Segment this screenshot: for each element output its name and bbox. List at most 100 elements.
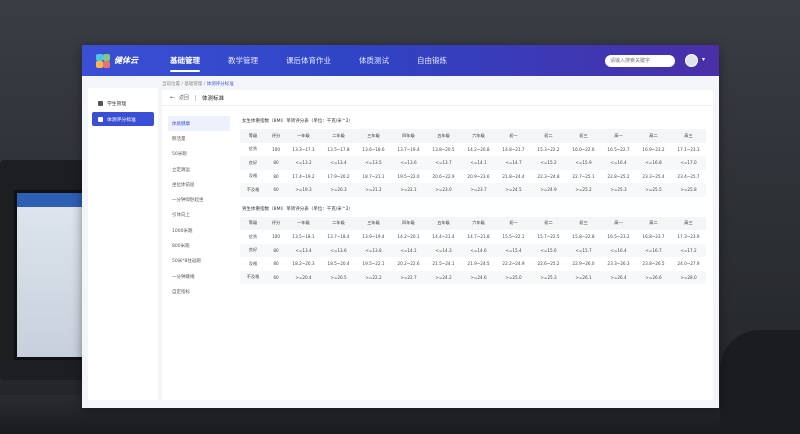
back-button[interactable]: 返回	[179, 95, 190, 101]
test-item-shuttle-run[interactable]: 50米*8往返跑	[172, 259, 201, 265]
table-cell: 19.5~22.0	[397, 173, 420, 179]
test-item-1000m-run[interactable]: 1000米跑	[172, 228, 193, 234]
table-header-cell: 一年级	[286, 129, 321, 143]
table-cell: >=25.5	[636, 183, 671, 197]
table-cell: <=13.8	[356, 243, 391, 257]
test-item-custom[interactable]: 自定指标	[172, 289, 190, 295]
page-title: 体测标准	[202, 95, 225, 102]
score-tables: 女生体重指数（BMI）单项评分表（单位：千克/米^2） 等级 评分 一年级 二年级 三年…	[240, 118, 706, 293]
table-cell: 100	[272, 146, 280, 152]
table-cell: <=15.6	[531, 243, 566, 257]
test-item-pull-ups[interactable]: 引体向上	[172, 213, 190, 219]
table-cell: <=13.6	[321, 243, 356, 257]
search-input[interactable]	[605, 55, 675, 67]
test-item-800m-run[interactable]: 800米跑	[172, 244, 190, 250]
table-cell: 23.8~26.5	[642, 261, 665, 267]
nav-basic-management[interactable]: 基础管理	[156, 45, 214, 76]
table-cell: >=26.1	[566, 270, 601, 284]
nav-fitness-test[interactable]: 体质测试	[359, 56, 389, 65]
sidebar-item-label: 学生管理	[107, 101, 127, 107]
test-item-sit-and-reach[interactable]: 坐位体前屈	[172, 182, 195, 188]
table-cell: 16.8~23.7	[642, 234, 665, 240]
table-cell: >=22.1	[391, 183, 426, 197]
table-header-cell: 高一	[601, 129, 636, 143]
table-header-cell: 初二	[531, 129, 566, 143]
table-header-cell: 初三	[566, 216, 601, 230]
table-header-cell: 初一	[496, 216, 531, 230]
table-header-cell: 五年级	[426, 129, 461, 143]
table-cell: 22.8~25.2	[607, 173, 630, 179]
nav-teaching-management[interactable]: 教学管理	[228, 56, 258, 65]
table-cell: 15.3~22.2	[537, 146, 560, 152]
male-bmi-table: 等级 评分 一年级 二年级 三年级 四年级 五年级 六年级 初一 初二 初三 高一 高二 高三 优秀 100…	[240, 216, 706, 284]
table-cell: <=14.3	[426, 243, 461, 257]
table-cell: 良好	[240, 156, 266, 170]
nav-free-exercise[interactable]: 自由锻炼	[417, 56, 447, 65]
table-header-cell: 三年级	[356, 216, 391, 230]
breadcrumb-level1[interactable]: 基础管理	[184, 82, 203, 87]
table-cell: 22.6~25.2	[537, 261, 560, 267]
main-panel: ← 返回 体测标准 体质健康 肺活量 50米跑 立定跳远 坐位体前屈 一分钟仰卧…	[162, 90, 713, 400]
table-cell: 优秀	[248, 233, 258, 239]
table-header-cell: 初三	[566, 129, 601, 143]
table-cell: >=26.6	[636, 270, 671, 284]
table-cell: 16.0~22.6	[572, 146, 595, 152]
table-cell: <=15.4	[496, 243, 531, 257]
test-item-bmi[interactable]: 体质健康	[168, 116, 230, 132]
table-cell: >=25.3	[531, 270, 566, 284]
table-cell: <=13.4	[321, 156, 356, 170]
table-cell: >=28.0	[671, 270, 706, 284]
test-item-vital-capacity[interactable]: 肺活量	[172, 136, 186, 142]
female-table-title: 女生体重指数（BMI）单项评分表（单位：千克/米^2）	[242, 119, 353, 124]
table-header-cell: 三年级	[356, 129, 391, 143]
male-table-title: 男生体重指数（BMI）单项评分表（单位：千克/米^2）	[242, 206, 353, 212]
table-header-cell: 评分	[266, 216, 286, 230]
table-cell: 19.5~22.1	[362, 261, 385, 267]
table-cell: 13.7~18.4	[327, 234, 350, 240]
table-header-cell: 高三	[671, 129, 706, 143]
table-cell: <=16.8	[636, 156, 671, 170]
table-row: 良好 80 <=13.2 <=13.4 <=13.5 <=13.6 <=13.7 <=14.1…	[240, 156, 706, 170]
test-item-rope-skipping[interactable]: 一分钟跳绳	[172, 274, 195, 280]
avatar[interactable]	[685, 54, 698, 67]
table-row: 不及格 60 >=19.3 >=20.3 >=21.2 >=22.1 >=23.0 >=23.…	[240, 183, 706, 197]
logo[interactable]: 健体云	[96, 53, 156, 68]
sidebar-item-test-standard[interactable]: 体测评分标准	[92, 112, 154, 126]
table-cell: <=13.6	[391, 156, 426, 170]
table-cell: <=15.9	[566, 156, 601, 170]
table-cell: >=23.0	[426, 183, 461, 197]
divider	[195, 94, 197, 101]
logo-text: 健体云	[114, 56, 138, 65]
table-cell: 15.7~22.5	[537, 234, 560, 240]
breadcrumb-current: 体测评分标准	[206, 82, 234, 87]
chevron-down-icon[interactable]: ▾	[702, 56, 706, 63]
test-item-standing-long-jump[interactable]: 立定跳远	[172, 167, 190, 173]
table-cell: >=20.4	[286, 270, 321, 284]
table-cell: >=20.5	[321, 270, 356, 284]
table-cell: 良好	[240, 243, 266, 257]
table-header-cell: 高二	[636, 129, 671, 143]
test-item-sit-ups[interactable]: 一分钟仰卧起坐	[172, 198, 204, 204]
table-cell: 14.4~21.4	[432, 234, 455, 240]
sidebar-item-student-management[interactable]: 学生管理	[92, 96, 154, 110]
table-cell: 20.6~22.9	[432, 173, 455, 179]
standard-icon	[98, 116, 103, 122]
table-cell: 100	[272, 234, 280, 240]
table-cell: 18.7~21.1	[362, 173, 385, 179]
table-cell: 13.6~18.6	[362, 146, 385, 152]
back-arrow-icon[interactable]: ←	[170, 94, 176, 101]
table-cell: 及格	[248, 260, 258, 266]
test-item-50m-run[interactable]: 50米跑	[172, 152, 187, 158]
table-cell: <=13.7	[426, 156, 461, 170]
table-cell: 16.5~22.7	[607, 146, 630, 152]
table-cell: 15.5~22.1	[502, 234, 525, 240]
nav-after-class-homework[interactable]: 课后体育作业	[286, 56, 331, 65]
table-cell: 18.5~20.4	[327, 261, 350, 267]
table-header-cell: 六年级	[461, 216, 496, 230]
table-cell: 80	[266, 243, 286, 257]
table-row: 及格 80 17.4~19.2 17.9~20.2 18.7~21.1 19.5~22.0…	[240, 170, 706, 184]
table-cell: 14.2~20.1	[397, 234, 420, 240]
table-cell: 14.8~21.7	[502, 146, 525, 152]
table-cell: <=13.4	[286, 243, 321, 257]
table-cell: 14.2~20.8	[467, 146, 490, 152]
